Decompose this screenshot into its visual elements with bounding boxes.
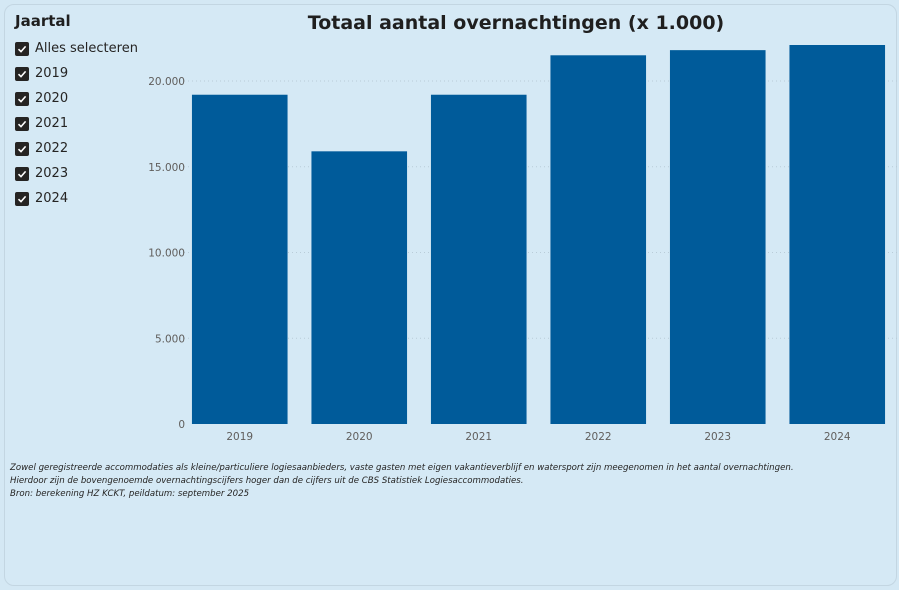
bar xyxy=(669,50,766,424)
slicer-item-label: 2020 xyxy=(35,91,69,106)
slicer-item-label: 2021 xyxy=(35,116,69,131)
y-tick-label: 0 xyxy=(178,419,185,431)
year-slicer: Jaartal Alles selecteren 2019 2020 2021 2022… xyxy=(15,10,175,211)
slicer-item[interactable]: Alles selecteren xyxy=(15,36,175,61)
x-tick-label: 2019 xyxy=(226,431,253,443)
slicer-item-label: 2022 xyxy=(35,141,69,156)
chart-title: Totaal aantal overnachtingen (x 1.000) xyxy=(307,12,725,34)
y-tick-label: 20.000 xyxy=(148,76,185,88)
y-tick-label: 10.000 xyxy=(148,248,185,260)
slicer-item-label: 2024 xyxy=(35,191,69,206)
slicer-item[interactable]: 2021 xyxy=(15,111,175,136)
x-tick-label: 2021 xyxy=(465,431,492,443)
slicer-item[interactable]: 2019 xyxy=(15,61,175,86)
slicer-item[interactable]: 2024 xyxy=(15,186,175,211)
x-tick-label: 2022 xyxy=(585,431,612,443)
checkbox-checked-icon[interactable] xyxy=(15,116,29,131)
slicer-items: Alles selecteren 2019 2020 2021 2022 2023 2024 xyxy=(15,36,175,211)
x-tick-label: 2020 xyxy=(346,431,373,443)
y-tick-label: 15.000 xyxy=(148,162,185,174)
y-tick-label: 5.000 xyxy=(155,333,185,345)
x-tick-label: 2023 xyxy=(704,431,731,443)
slicer-item[interactable]: 2023 xyxy=(15,161,175,186)
checkbox-checked-icon[interactable] xyxy=(15,166,29,181)
footnote-line-2: Hierdoor zijn de bovengenoemde overnacht… xyxy=(10,476,524,486)
slicer-item[interactable]: 2022 xyxy=(15,136,175,161)
footnotes: Zowel geregistreerde accommodaties als k… xyxy=(10,462,895,501)
checkbox-checked-icon[interactable] xyxy=(15,91,29,106)
checkbox-checked-icon[interactable] xyxy=(15,141,29,156)
checkbox-checked-icon[interactable] xyxy=(15,41,29,56)
bar xyxy=(789,45,886,424)
footnote-line-1: Zowel geregistreerde accommodaties als k… xyxy=(10,463,794,473)
bar xyxy=(311,151,408,424)
bar xyxy=(550,55,647,425)
slicer-item-label: Alles selecteren xyxy=(35,41,138,56)
slicer-item-label: 2019 xyxy=(35,66,69,81)
bar xyxy=(430,94,527,424)
slicer-title: Jaartal xyxy=(15,12,71,30)
bar xyxy=(191,94,288,424)
checkbox-checked-icon[interactable] xyxy=(15,191,29,206)
checkbox-checked-icon[interactable] xyxy=(15,66,29,81)
slicer-item[interactable]: 2020 xyxy=(15,86,175,111)
slicer-item-label: 2023 xyxy=(35,166,69,181)
x-tick-label: 2024 xyxy=(824,431,851,443)
source-note: Bron: berekening HZ KCKT, peildatum: sep… xyxy=(10,489,250,499)
bar-chart: 0 5.000 10.000 15.000 20.000 2019 2020 2021 2022… xyxy=(148,45,897,443)
